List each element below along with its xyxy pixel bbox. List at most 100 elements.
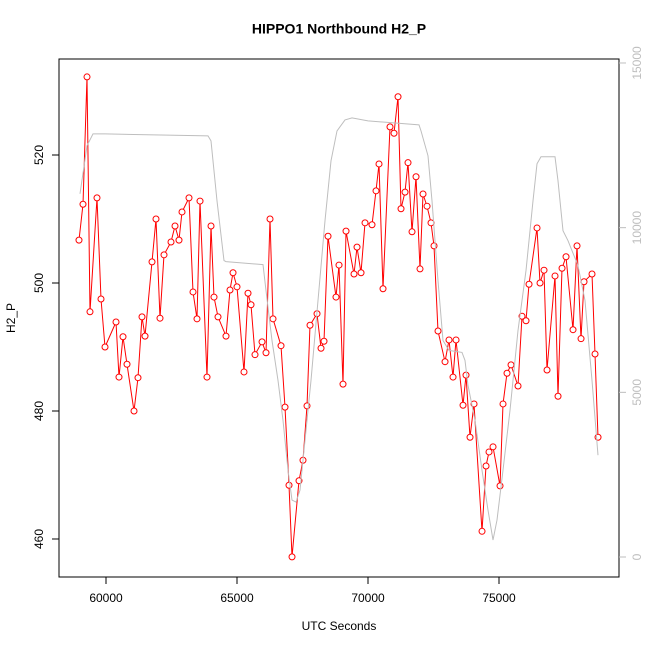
data-point bbox=[408, 228, 416, 236]
data-point bbox=[577, 335, 585, 343]
y-axis-label: H2_P bbox=[4, 303, 18, 333]
data-point bbox=[543, 366, 551, 374]
y-tick-label: 480 bbox=[32, 401, 46, 421]
x-tick-label: 75000 bbox=[482, 591, 516, 605]
y2-tick-label: 10000 bbox=[630, 211, 644, 245]
data-point bbox=[394, 93, 402, 101]
data-point bbox=[350, 270, 358, 278]
data-point bbox=[361, 219, 369, 227]
data-point bbox=[397, 205, 405, 213]
data-point bbox=[210, 293, 218, 301]
data-point bbox=[499, 400, 507, 408]
x-axis-label: UTC Seconds bbox=[302, 619, 377, 633]
data-point bbox=[353, 243, 361, 251]
data-point bbox=[449, 373, 457, 381]
data-point bbox=[222, 332, 230, 340]
data-point bbox=[178, 208, 186, 216]
data-point bbox=[533, 224, 541, 232]
data-point bbox=[138, 313, 146, 321]
data-point bbox=[112, 318, 120, 326]
data-point bbox=[115, 373, 123, 381]
data-point bbox=[386, 123, 394, 131]
data-point bbox=[171, 222, 179, 230]
data-point bbox=[588, 270, 596, 278]
chart-title: HIPPO1 Northbound H2_P bbox=[252, 21, 426, 37]
y-tick-label: 460 bbox=[32, 529, 46, 549]
plot-frame bbox=[58, 58, 620, 578]
y2-tick-label: 5000 bbox=[630, 379, 644, 406]
series-line bbox=[79, 117, 599, 541]
data-point bbox=[277, 342, 285, 350]
data-point bbox=[185, 194, 193, 202]
data-point bbox=[507, 361, 515, 369]
data-point bbox=[573, 242, 581, 250]
y2-tick-label: 0 bbox=[630, 553, 644, 560]
data-point bbox=[368, 221, 376, 229]
y-tick-label: 520 bbox=[32, 145, 46, 165]
data-point bbox=[266, 215, 274, 223]
data-point bbox=[175, 236, 183, 244]
data-point bbox=[101, 343, 109, 351]
data-point bbox=[258, 338, 266, 346]
data-point bbox=[357, 269, 365, 277]
data-point bbox=[288, 553, 296, 561]
data-point bbox=[317, 344, 325, 352]
data-point bbox=[324, 232, 332, 240]
data-point bbox=[434, 327, 442, 335]
data-point bbox=[441, 358, 449, 366]
data-point bbox=[251, 351, 259, 359]
data-point bbox=[247, 301, 255, 309]
data-point bbox=[240, 368, 248, 376]
data-point bbox=[419, 190, 427, 198]
data-point bbox=[167, 238, 175, 246]
data-point bbox=[404, 159, 412, 167]
data-point bbox=[485, 448, 493, 456]
data-point bbox=[412, 173, 420, 181]
data-point bbox=[160, 251, 168, 259]
data-point bbox=[569, 326, 577, 334]
x-tick-label: 60000 bbox=[89, 591, 123, 605]
data-point bbox=[335, 261, 343, 269]
data-point bbox=[482, 462, 490, 470]
data-point bbox=[466, 433, 474, 441]
data-point bbox=[591, 350, 599, 358]
data-point bbox=[342, 227, 350, 235]
data-point bbox=[281, 403, 289, 411]
data-point bbox=[130, 407, 138, 415]
data-point bbox=[134, 374, 142, 382]
data-point bbox=[229, 269, 237, 277]
data-point bbox=[423, 202, 431, 210]
data-point bbox=[193, 315, 201, 323]
data-point bbox=[489, 443, 497, 451]
data-point bbox=[156, 314, 164, 322]
data-point bbox=[430, 242, 438, 250]
data-point bbox=[214, 313, 222, 321]
data-point bbox=[536, 279, 544, 287]
y-tick-label: 500 bbox=[32, 273, 46, 293]
data-point bbox=[551, 272, 559, 280]
data-point bbox=[285, 481, 293, 489]
data-point bbox=[445, 336, 453, 344]
data-point bbox=[226, 286, 234, 294]
data-point bbox=[203, 373, 211, 381]
data-point bbox=[503, 369, 511, 377]
data-point bbox=[372, 187, 380, 195]
data-point bbox=[123, 360, 131, 368]
data-point bbox=[93, 194, 101, 202]
data-point bbox=[189, 288, 197, 296]
data-point bbox=[562, 253, 570, 261]
data-point bbox=[83, 73, 91, 81]
data-point bbox=[86, 308, 94, 316]
data-point bbox=[196, 197, 204, 205]
x-tick-label: 70000 bbox=[351, 591, 385, 605]
data-point bbox=[390, 129, 398, 137]
data-point bbox=[141, 332, 149, 340]
data-point bbox=[79, 200, 87, 208]
data-point bbox=[416, 265, 424, 273]
y2-tick-label: 15000 bbox=[630, 46, 644, 80]
data-point bbox=[119, 333, 127, 341]
data-point bbox=[540, 266, 548, 274]
data-point bbox=[558, 264, 566, 272]
data-point bbox=[269, 315, 277, 323]
